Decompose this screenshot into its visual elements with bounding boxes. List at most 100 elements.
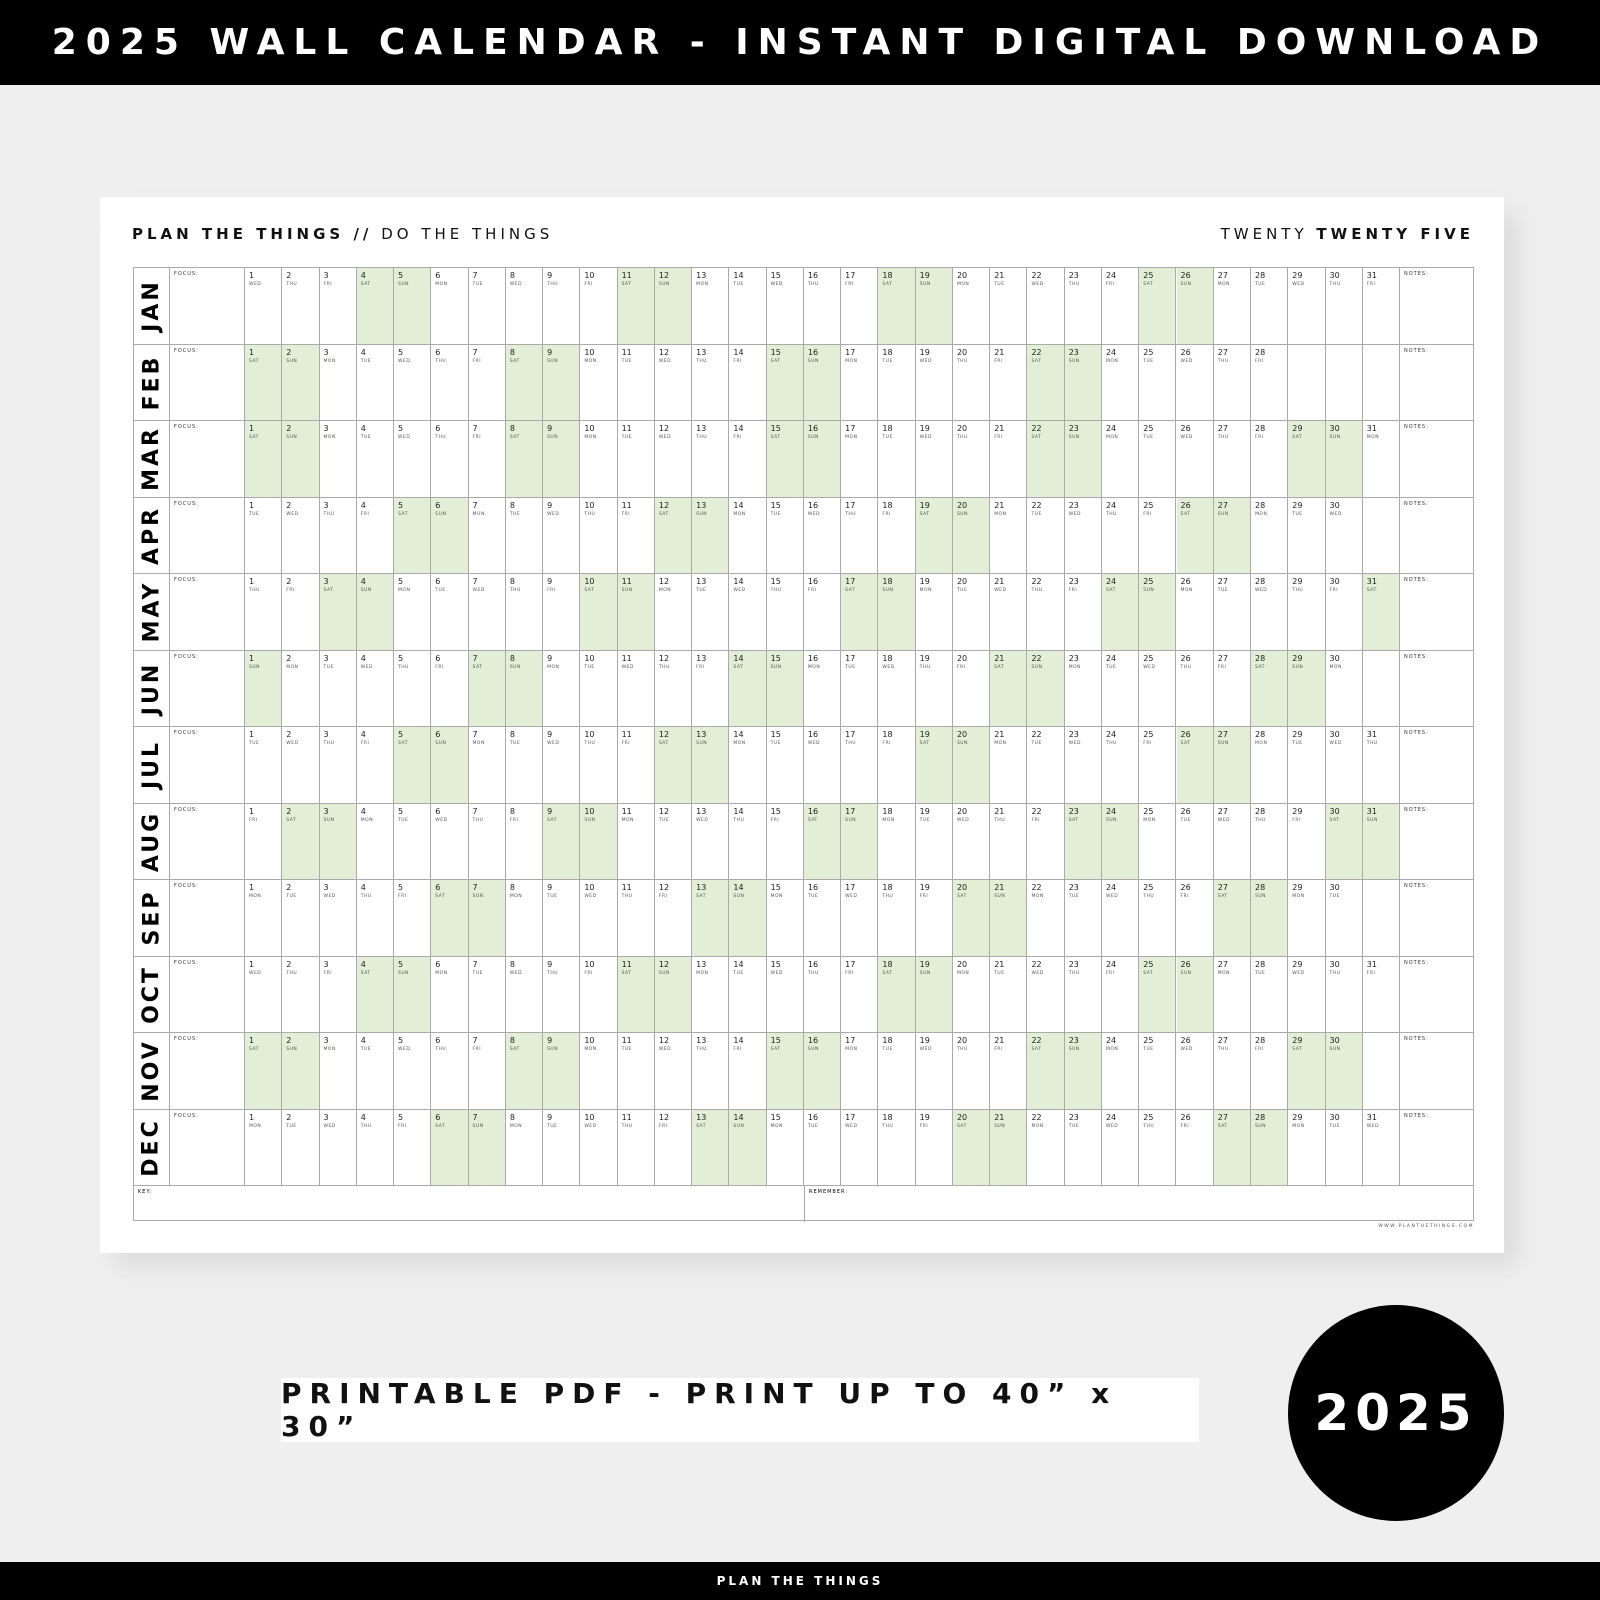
day-cell[interactable]: 5 SAT <box>394 497 432 573</box>
day-cell[interactable]: 5 SUN <box>394 268 432 344</box>
day-cell[interactable]: 16 WED <box>804 727 842 803</box>
day-cell[interactable]: 22 TUE <box>1027 497 1065 573</box>
day-cell[interactable]: 6 SUN <box>431 497 469 573</box>
day-cell[interactable]: 22 MON <box>1027 880 1065 956</box>
day-cell[interactable]: 7 MON <box>469 497 506 573</box>
day-cell[interactable]: 22 WED <box>1027 956 1065 1032</box>
day-cell[interactable]: 17 WED <box>841 1109 879 1185</box>
day-cell[interactable]: 21 FRI <box>990 1033 1028 1109</box>
day-cell[interactable]: 2 WED <box>282 497 320 573</box>
day-cell[interactable]: 28 WED <box>1251 574 1289 650</box>
day-cell[interactable]: 4 SAT <box>356 268 395 344</box>
day-cell[interactable]: 16 THU <box>804 268 842 344</box>
day-cell[interactable]: 20 TUE <box>953 574 991 650</box>
day-cell[interactable]: 22 WED <box>1027 268 1065 344</box>
focus-cell[interactable]: FOCUS: <box>170 650 245 726</box>
day-cell[interactable]: 26 FRI <box>1177 880 1214 956</box>
day-cell[interactable]: 13 SAT <box>692 880 730 956</box>
day-cell[interactable]: 31 MON <box>1363 421 1401 497</box>
day-cell[interactable]: 30 MON <box>1326 650 1363 726</box>
day-cell[interactable]: 12 MON <box>655 574 693 650</box>
day-cell[interactable]: 21 FRI <box>990 344 1028 420</box>
day-cell[interactable]: 25 TUE <box>1139 421 1177 497</box>
day-cell[interactable]: 17 MON <box>841 1033 879 1109</box>
day-cell[interactable]: 8 TUE <box>506 727 544 803</box>
day-cell[interactable]: 13 THU <box>692 344 730 420</box>
day-cell[interactable]: 20 THU <box>953 1033 991 1109</box>
day-cell[interactable]: 2 SUN <box>282 1033 320 1109</box>
day-cell[interactable]: 8 SAT <box>505 1033 544 1109</box>
day-cell[interactable]: 4 FRI <box>357 727 395 803</box>
day-cell[interactable]: 28 FRI <box>1251 421 1289 497</box>
day-cell[interactable]: 8 SAT <box>505 421 544 497</box>
day-cell[interactable]: 24 MON <box>1102 421 1140 497</box>
day-cell[interactable]: 18 TUE <box>878 344 916 420</box>
focus-cell[interactable]: FOCUS: <box>170 1033 245 1109</box>
day-cell[interactable]: 11 THU <box>618 1109 655 1185</box>
day-cell[interactable]: 4 TUE <box>357 421 395 497</box>
day-cell[interactable]: 13 TUE <box>692 574 730 650</box>
day-cell[interactable]: 28 SUN <box>1251 880 1289 956</box>
day-cell[interactable]: 27 WED <box>1214 803 1251 879</box>
day-cell[interactable]: 8 FRI <box>506 803 544 879</box>
day-cell[interactable]: 20 THU <box>953 421 991 497</box>
day-cell[interactable]: 16 THU <box>804 956 842 1032</box>
day-cell[interactable]: 5 MON <box>394 574 432 650</box>
day-cell[interactable]: 14 FRI <box>729 1033 767 1109</box>
day-cell[interactable]: 14 WED <box>729 574 767 650</box>
focus-cell[interactable]: FOCUS: <box>170 574 245 650</box>
day-cell[interactable]: 26 MON <box>1177 574 1214 650</box>
day-cell[interactable]: 28 SAT <box>1251 650 1289 726</box>
day-cell[interactable]: 10 TUE <box>580 650 618 726</box>
day-cell[interactable]: 15 WED <box>767 956 804 1032</box>
day-cell[interactable]: 2 THU <box>282 268 320 344</box>
day-cell[interactable]: 15 MON <box>767 880 804 956</box>
day-cell[interactable]: 9 MON <box>543 650 581 726</box>
day-cell[interactable]: 9 WED <box>543 497 581 573</box>
day-cell[interactable]: 5 THU <box>394 650 432 726</box>
day-cell[interactable]: 13 FRI <box>692 650 730 726</box>
day-cell[interactable]: 25 SAT <box>1139 956 1177 1032</box>
day-cell[interactable]: 26 FRI <box>1177 1109 1214 1185</box>
notes-cell[interactable]: NOTES: <box>1404 806 1429 813</box>
day-cell[interactable]: 28 MON <box>1251 497 1289 573</box>
day-cell[interactable]: 5 FRI <box>394 1109 432 1185</box>
day-cell[interactable]: 22 SAT <box>1027 344 1065 420</box>
day-cell[interactable]: 20 SAT <box>952 1109 991 1185</box>
day-cell[interactable]: 24 TUE <box>1102 650 1140 726</box>
day-cell[interactable]: 26 SUN <box>1176 956 1214 1032</box>
day-cell[interactable]: 18 WED <box>878 650 916 726</box>
day-cell[interactable]: 29 WED <box>1288 268 1326 344</box>
day-cell[interactable]: 6 TUE <box>431 574 469 650</box>
day-cell[interactable]: 4 SAT <box>356 956 395 1032</box>
day-cell[interactable]: 3 FRI <box>320 956 357 1032</box>
day-cell[interactable]: 22 FRI <box>1027 803 1065 879</box>
day-cell[interactable]: 2 SAT <box>282 803 320 879</box>
day-cell[interactable]: 7 FRI <box>469 421 506 497</box>
day-cell[interactable]: 31 FRI <box>1363 956 1401 1032</box>
day-cell[interactable]: 14 SAT <box>729 650 767 726</box>
day-cell[interactable]: 6 MON <box>431 268 469 344</box>
day-cell[interactable]: 7 SUN <box>468 1109 506 1185</box>
day-cell[interactable]: 8 SUN <box>505 650 544 726</box>
day-cell[interactable]: 17 WED <box>841 880 879 956</box>
day-cell[interactable]: 24 SUN <box>1101 803 1140 879</box>
day-cell[interactable]: 2 SUN <box>282 344 320 420</box>
day-cell[interactable]: 4 TUE <box>357 344 395 420</box>
day-cell[interactable]: 25 MON <box>1139 803 1177 879</box>
day-cell[interactable]: 2 MON <box>282 650 320 726</box>
day-cell[interactable]: 14 THU <box>729 803 767 879</box>
focus-cell[interactable]: FOCUS: <box>170 1109 245 1185</box>
day-cell[interactable]: 12 WED <box>655 421 693 497</box>
day-cell[interactable]: 20 MON <box>953 268 991 344</box>
day-cell[interactable]: 20 MON <box>953 956 991 1032</box>
day-cell[interactable]: 16 TUE <box>804 880 842 956</box>
day-cell[interactable]: 25 FRI <box>1139 497 1177 573</box>
day-cell[interactable]: 11 SAT <box>617 268 655 344</box>
day-cell[interactable]: 19 FRI <box>916 880 953 956</box>
day-cell[interactable]: 7 WED <box>469 574 506 650</box>
day-cell[interactable]: 3 THU <box>320 497 357 573</box>
day-cell[interactable]: 12 SAT <box>654 727 693 803</box>
day-cell[interactable]: 22 SAT <box>1027 1033 1065 1109</box>
day-cell[interactable]: 13 THU <box>692 421 730 497</box>
